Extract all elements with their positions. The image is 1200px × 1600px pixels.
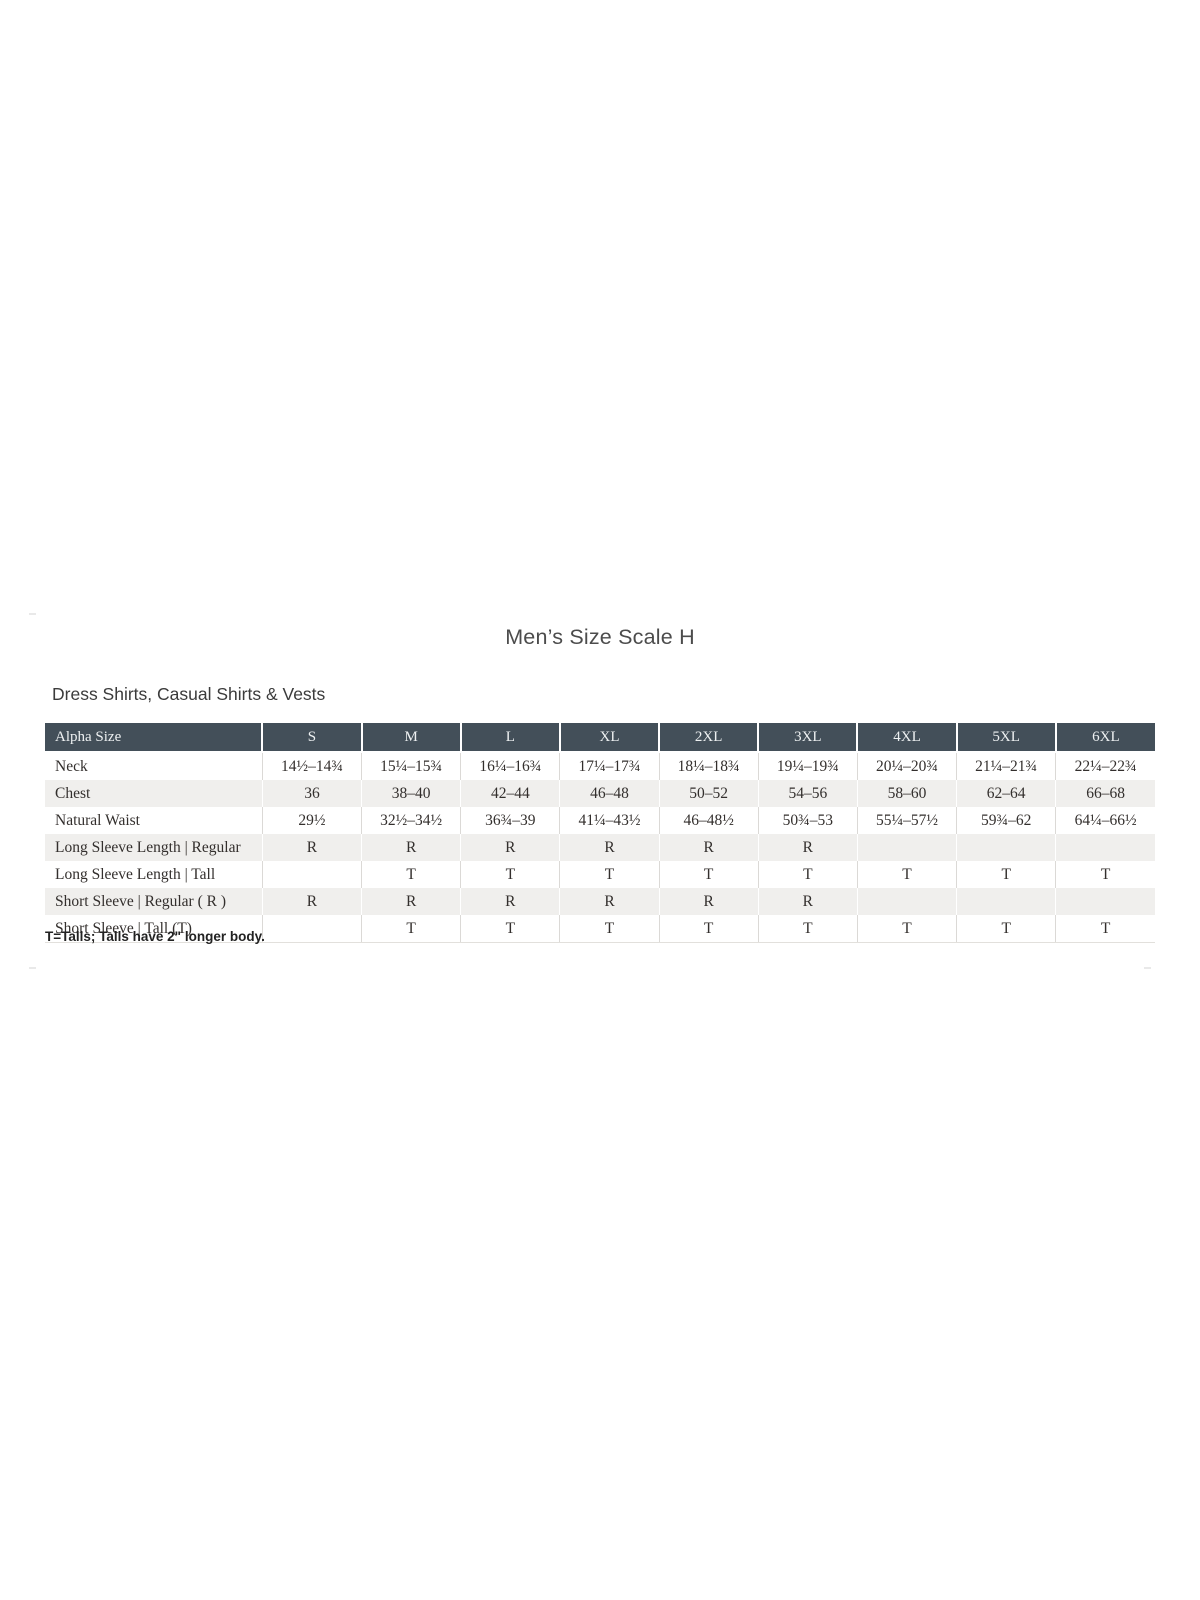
- table-row: Chest 36 38–40 42–44 46–48 50–52 54–56 58–60 62–…: [45, 780, 1155, 807]
- table-row: Short Sleeve | Regular ( R ) R R R R R R: [45, 888, 1155, 915]
- data-cell: 42–44: [460, 780, 561, 807]
- data-cell: T: [659, 861, 759, 888]
- data-cell: 41¼–43½: [559, 807, 660, 834]
- data-cell: T: [758, 915, 858, 943]
- data-cell: T: [460, 861, 561, 888]
- size-chart-table: Alpha Size S M L XL 2XL 3XL 4XL 5XL 6XL Neck 14½–1…: [45, 723, 1155, 943]
- data-cell: 46–48: [559, 780, 660, 807]
- data-cell: 36¾–39: [460, 807, 561, 834]
- data-cell: R: [361, 888, 462, 915]
- data-cell: T: [559, 861, 660, 888]
- data-cell: 36: [262, 780, 363, 807]
- data-cell: R: [659, 888, 759, 915]
- data-cell: 21¼–21¾: [956, 752, 1057, 780]
- header-cell-size: 4XL: [857, 723, 958, 753]
- header-cell-size: 3XL: [758, 723, 859, 753]
- header-cell-size: 5XL: [956, 723, 1057, 753]
- data-cell: 54–56: [758, 780, 858, 807]
- row-label: Neck: [45, 752, 263, 780]
- crop-mark: [1144, 967, 1151, 969]
- header-cell-alpha-size: Alpha Size: [45, 723, 264, 753]
- data-cell: 46–48½: [659, 807, 759, 834]
- crop-mark: [29, 613, 36, 615]
- page-title: Men’s Size Scale H: [505, 625, 695, 649]
- data-cell: 38–40: [361, 780, 462, 807]
- data-cell: 17¼–17¾: [559, 752, 660, 780]
- data-cell: 32½–34½: [361, 807, 462, 834]
- row-label: Chest: [45, 780, 263, 807]
- data-cell: 18¼–18¾: [659, 752, 759, 780]
- header-cell-size: M: [361, 723, 462, 753]
- row-label: Long Sleeve Length | Regular: [45, 834, 263, 861]
- data-cell: T: [956, 915, 1057, 943]
- table-row: Long Sleeve Length | Tall T T T T T T T T: [45, 861, 1155, 888]
- row-label: Long Sleeve Length | Tall: [45, 861, 263, 888]
- data-cell: 62–64: [956, 780, 1057, 807]
- data-cell: 50–52: [659, 780, 759, 807]
- data-cell: T: [857, 915, 958, 943]
- data-cell: R: [361, 834, 462, 861]
- data-cell: [956, 888, 1057, 915]
- footnote: T=Talls; Talls have 2" longer body.: [45, 929, 265, 944]
- data-cell: 64¼–66½: [1074, 811, 1137, 829]
- header-cell-size: L: [460, 723, 561, 753]
- header-cell-size: 2XL: [659, 723, 760, 753]
- data-cell: [857, 888, 958, 915]
- data-cell: 58–60: [857, 780, 958, 807]
- data-cell: [262, 915, 363, 943]
- data-cell: [956, 834, 1057, 861]
- crop-mark: [29, 967, 36, 969]
- data-cell: R: [659, 834, 759, 861]
- data-cell: 22¼–22¾: [1074, 757, 1137, 775]
- section-heading: Dress Shirts, Casual Shirts & Vests: [52, 684, 326, 704]
- data-cell: T: [857, 861, 958, 888]
- header-cell-size: S: [262, 723, 363, 753]
- data-cell: T: [460, 915, 561, 943]
- data-cell: 20¼–20¾: [857, 752, 958, 780]
- data-cell: 29½: [262, 807, 363, 834]
- data-cell: [262, 861, 363, 888]
- data-cell: T: [361, 861, 462, 888]
- data-cell: R: [758, 834, 858, 861]
- data-cell: 50¾–53: [758, 807, 858, 834]
- data-cell: T: [559, 915, 660, 943]
- data-cell: T: [1055, 915, 1155, 943]
- table-body: Neck 14½–14¾ 15¼–15¾ 16¼–16¾ 17¼–17¾ 18¼–18¾ 1…: [45, 752, 1155, 943]
- data-cell: T: [361, 915, 462, 943]
- header-cell-size: 6XL: [1055, 723, 1155, 753]
- data-cell: [857, 834, 958, 861]
- table-row: Natural Waist 29½ 32½–34½ 36¾–39 41¼–43½ 46–4…: [45, 807, 1155, 834]
- table-row: Neck 14½–14¾ 15¼–15¾ 16¼–16¾ 17¼–17¾ 18¼–18¾ 1…: [45, 752, 1155, 780]
- data-cell: T: [659, 915, 759, 943]
- data-cell: 19¼–19¾: [758, 752, 858, 780]
- data-cell: 66–68: [1055, 780, 1155, 807]
- data-cell: T: [758, 861, 858, 888]
- row-label: Natural Waist: [45, 807, 263, 834]
- data-cell: T: [956, 861, 1057, 888]
- data-cell: [1055, 834, 1155, 861]
- table-row: Long Sleeve Length | Regular R R R R R R: [45, 834, 1155, 861]
- data-cell: T: [1100, 865, 1111, 883]
- data-cell: 59¾–62: [956, 807, 1057, 834]
- data-cell: 14½–14¾: [262, 752, 363, 780]
- header-cell-size: XL: [559, 723, 661, 753]
- data-cell: R: [559, 834, 660, 861]
- table-header: Alpha Size S M L XL 2XL 3XL 4XL 5XL 6XL: [45, 723, 1155, 753]
- data-cell: R: [262, 834, 363, 861]
- table-row: Short Sleeve | Tall (T) T T T T T T T T: [45, 915, 1155, 943]
- data-cell: R: [262, 888, 363, 915]
- row-label: Short Sleeve | Regular ( R ): [45, 888, 263, 915]
- data-cell: R: [460, 834, 561, 861]
- data-cell: R: [559, 888, 660, 915]
- data-cell: R: [460, 888, 561, 915]
- data-cell: 15¼–15¾: [361, 752, 462, 780]
- table-header-row: Alpha Size S M L XL 2XL 3XL 4XL 5XL 6XL: [45, 723, 1155, 753]
- data-cell: R: [758, 888, 858, 915]
- data-cell: 16¼–16¾: [460, 752, 561, 780]
- data-cell: [1055, 888, 1155, 915]
- data-cell: 55¼–57½: [857, 807, 958, 834]
- row-label: Short Sleeve | Tall (T): [45, 915, 263, 943]
